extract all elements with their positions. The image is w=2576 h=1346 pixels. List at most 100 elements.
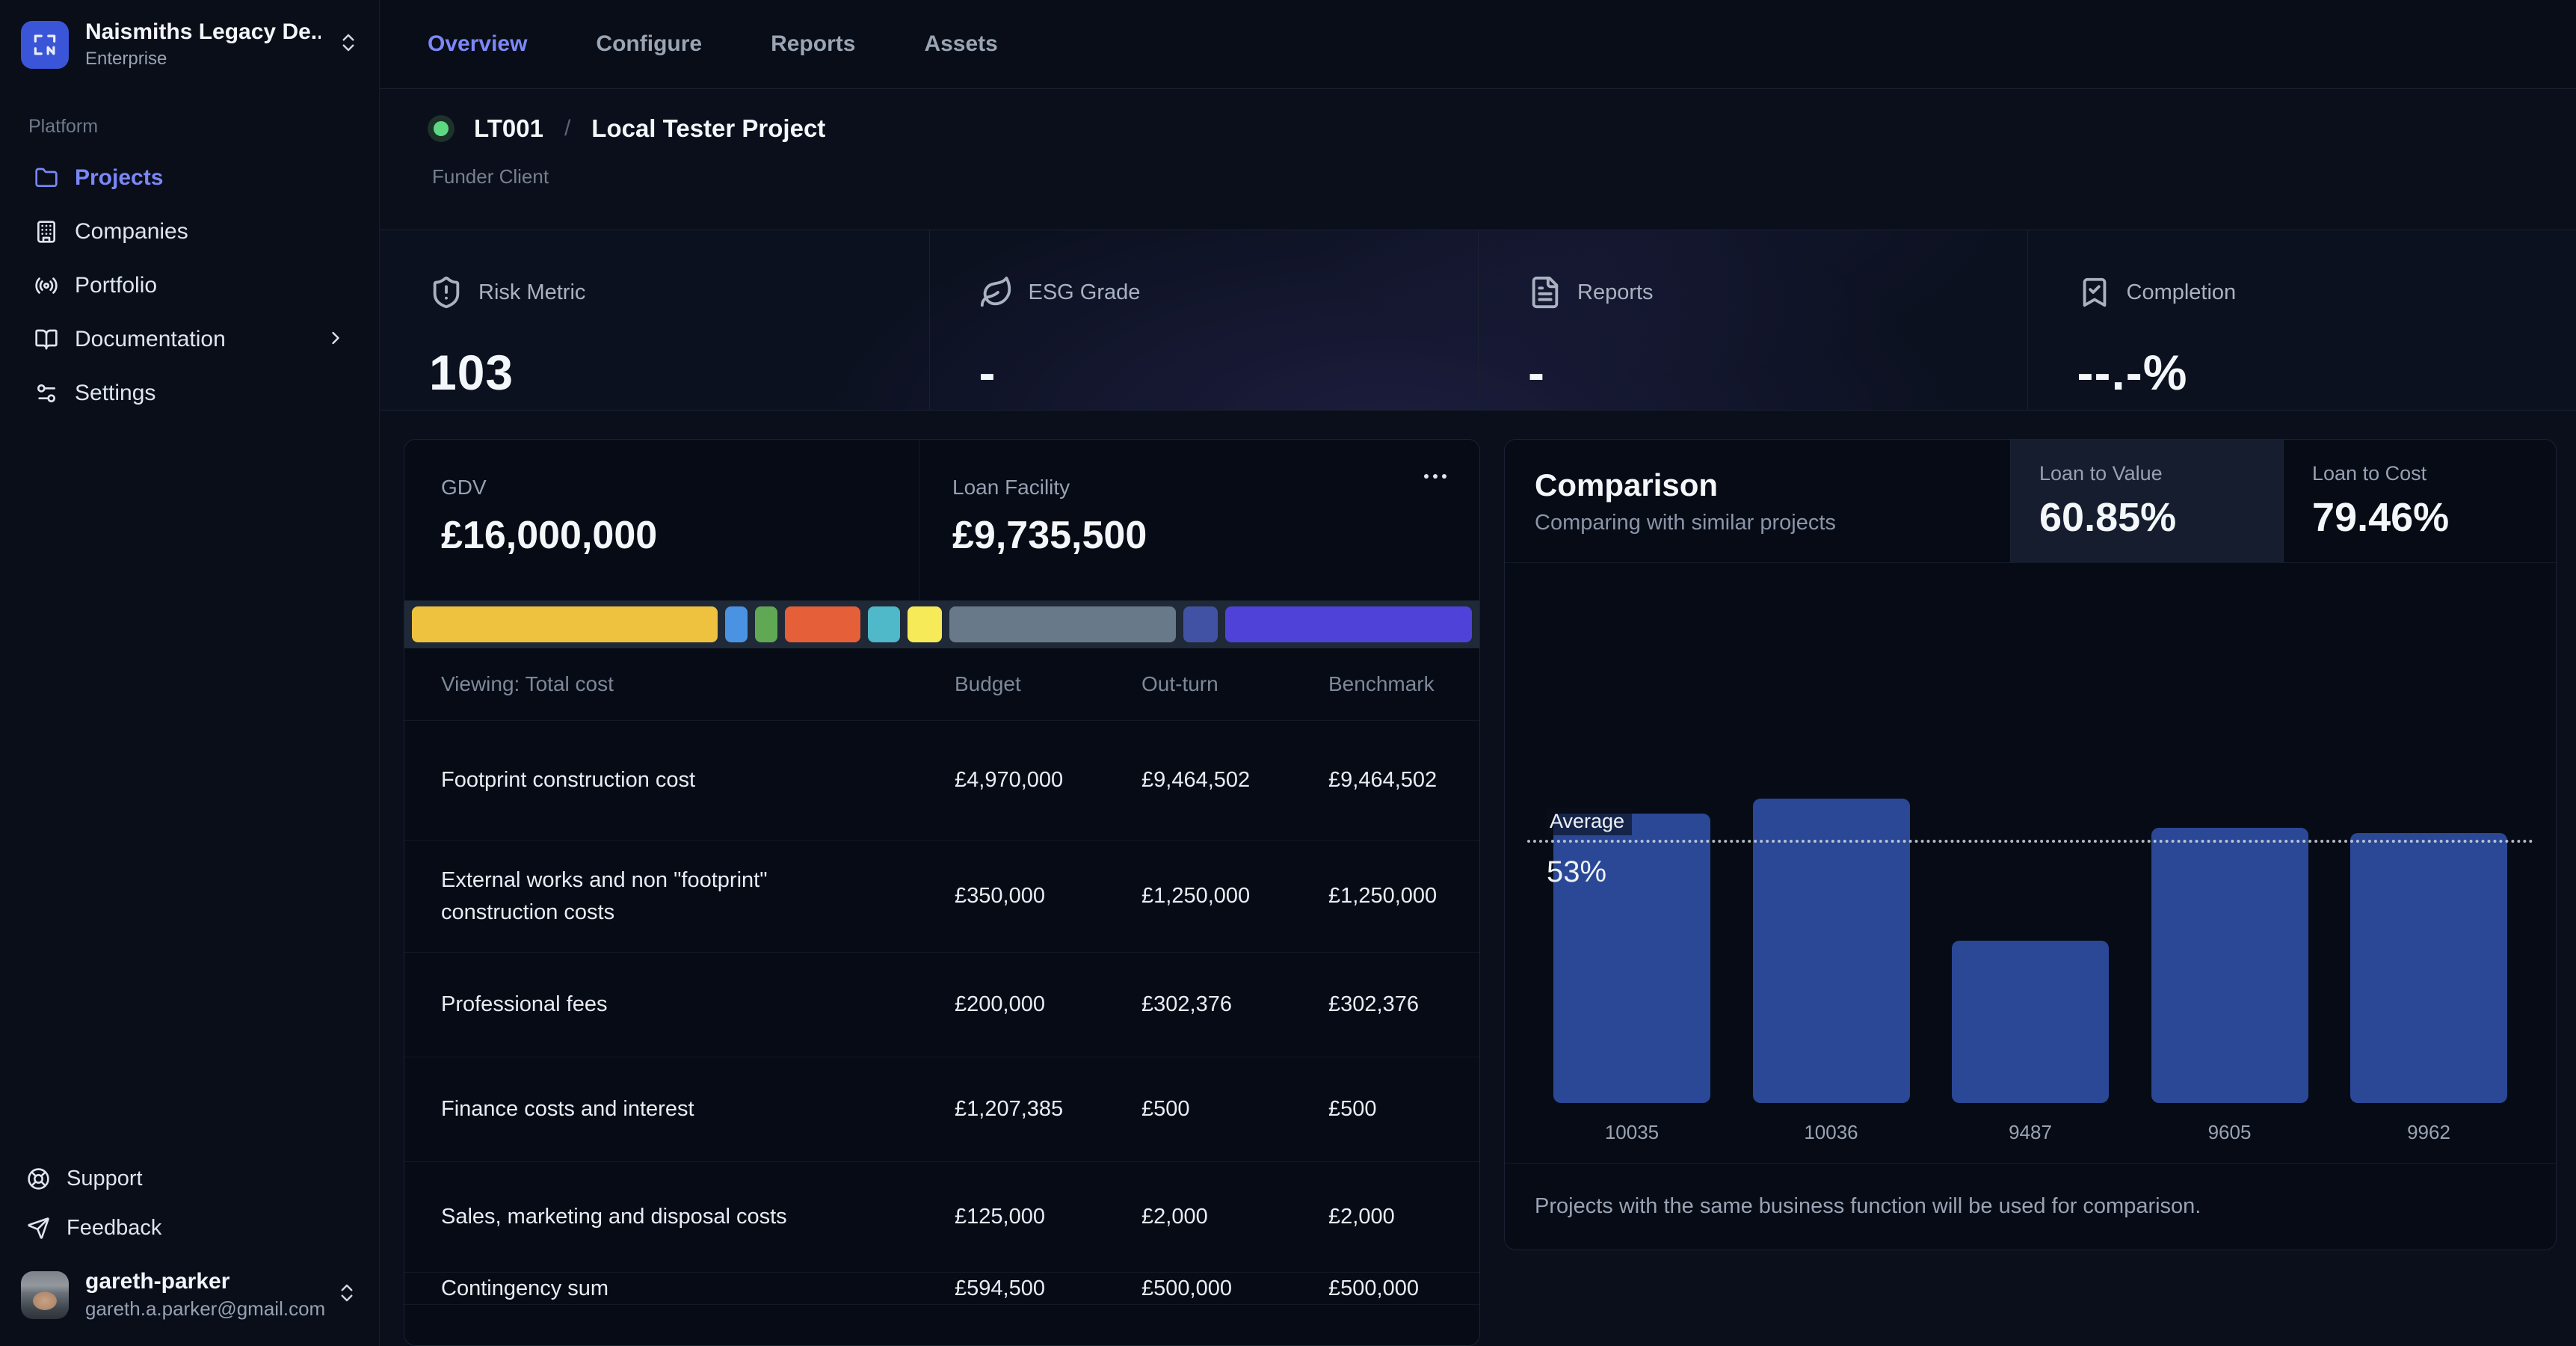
metric-card-completion: Completion --.-%	[2027, 230, 2576, 410]
feedback-button[interactable]: Feedback	[0, 1203, 379, 1253]
table-row[interactable]: Sales, marketing and disposal costs £125…	[404, 1162, 1479, 1273]
sidebar: Naismiths Legacy De... Enterprise Platfo…	[0, 0, 380, 1346]
building-icon	[34, 220, 58, 244]
bar-group: 10035	[1553, 563, 1710, 1163]
cost-segment-3[interactable]	[785, 606, 860, 642]
metrics-row: Risk Metric 103 ESG Grade - Reports -	[380, 230, 2576, 411]
metric-card-risk: Risk Metric 103	[380, 230, 929, 410]
sidebar-item-documentation[interactable]: Documentation	[7, 313, 372, 366]
cost-table-header: Viewing: Total cost Budget Out-turn Benc…	[404, 648, 1479, 721]
sidebar-item-label: Companies	[75, 219, 188, 244]
status-dot	[434, 121, 449, 136]
life-buoy-icon	[27, 1167, 50, 1190]
metric-label: Risk Metric	[478, 280, 586, 304]
sidebar-item-label: Portfolio	[75, 273, 158, 298]
metric-card-esg: ESG Grade -	[928, 230, 1479, 410]
cost-segment-0[interactable]	[412, 606, 718, 642]
breadcrumb-separator: /	[564, 116, 571, 141]
user-email: gareth.a.parker@gmail.com	[85, 1297, 326, 1320]
bar-9962[interactable]	[2350, 833, 2507, 1103]
average-value: 53%	[1547, 855, 1607, 888]
top-navigation: Overview Configure Reports Assets	[380, 0, 2576, 89]
bar-x-label: 10035	[1604, 1121, 1660, 1143]
sidebar-item-companies[interactable]: Companies	[7, 205, 372, 259]
sidebar-footer: Support Feedback gareth-parker gareth.a.…	[0, 1154, 379, 1346]
cost-segment-2[interactable]	[754, 606, 778, 642]
metric-card-reports: Reports -	[1478, 230, 2027, 410]
bar-x-label: 9605	[2207, 1121, 2252, 1143]
main-area: Overview Configure Reports Assets LT001 …	[380, 0, 2576, 1346]
stat-loan-to-cost[interactable]: Loan to Cost 79.46%	[2283, 440, 2556, 562]
cost-segment-1[interactable]	[725, 606, 748, 642]
bar-10036[interactable]	[1752, 799, 1910, 1103]
user-name: gareth-parker	[85, 1269, 230, 1294]
metric-label: Completion	[2126, 280, 2237, 304]
table-row[interactable]: External works and non "footprint" const…	[404, 841, 1479, 953]
bar-9487[interactable]	[1952, 941, 2109, 1103]
user-menu[interactable]: gareth-parker gareth.a.parker@gmail.com	[0, 1253, 379, 1340]
support-button[interactable]: Support	[0, 1154, 379, 1203]
bar-9605[interactable]	[2151, 828, 2308, 1103]
gdv-value: £16,000,000	[441, 514, 658, 557]
sidebar-item-settings[interactable]: Settings	[7, 366, 372, 420]
table-row[interactable]: Footprint construction cost £4,970,000 £…	[404, 721, 1479, 841]
table-row[interactable]: Finance costs and interest £1,207,385 £5…	[404, 1057, 1479, 1162]
cost-breakdown-bar[interactable]	[404, 600, 1479, 648]
finance-card: GDV £16,000,000 Loan Facility £9,735,500…	[404, 439, 1480, 1346]
loan-facility-value: £9,735,500	[952, 514, 1147, 557]
metric-value: -	[979, 345, 996, 400]
bar-x-label: 9487	[2009, 1121, 2052, 1143]
shield-alert-icon	[433, 276, 460, 309]
sidebar-section-label: Platform	[28, 116, 99, 137]
support-label: Support	[67, 1166, 143, 1190]
tab-assets[interactable]: Assets	[924, 31, 998, 56]
bar-group: 9487	[1952, 563, 2109, 1163]
user-avatar	[21, 1270, 69, 1319]
cost-segment-5[interactable]	[907, 606, 943, 642]
status-indicator	[428, 115, 455, 142]
comparison-bar-chart: 10035 10036 9487 9605 9962 Average 53%	[1505, 563, 2556, 1163]
org-switcher[interactable]: Naismiths Legacy De... Enterprise	[0, 0, 379, 86]
gdv-block: GDV £16,000,000	[404, 440, 919, 600]
bar-10035[interactable]	[1553, 814, 1710, 1103]
tab-configure[interactable]: Configure	[596, 31, 703, 56]
breadcrumb-project-code[interactable]: LT001	[474, 114, 543, 142]
table-row[interactable]: Professional fees £200,000 £302,376 £302…	[404, 953, 1479, 1057]
ellipsis-menu-icon[interactable]	[1420, 470, 1451, 483]
column-budget: Budget	[955, 672, 1021, 695]
gdv-label: GDV	[441, 476, 487, 499]
average-label: Average	[1547, 808, 1633, 835]
bookmark-check-icon	[2083, 277, 2106, 307]
folder-icon	[34, 166, 58, 190]
metric-value: -	[1528, 345, 1545, 400]
cost-segment-8[interactable]	[1225, 606, 1472, 642]
sidebar-item-label: Settings	[75, 381, 156, 405]
chevron-right-icon	[325, 328, 349, 351]
leaf-icon	[980, 276, 1011, 307]
cost-table: Viewing: Total cost Budget Out-turn Benc…	[404, 648, 1479, 1306]
chevrons-up-down-icon	[337, 31, 360, 58]
sidebar-item-portfolio[interactable]: Portfolio	[7, 259, 372, 313]
tab-reports[interactable]: Reports	[771, 31, 856, 56]
comparison-note: Projects with the same business function…	[1505, 1163, 2556, 1250]
stat-loan-to-value[interactable]: Loan to Value 60.85%	[2010, 440, 2283, 562]
metric-value: --.-%	[2077, 345, 2188, 400]
comparison-title: Comparison	[1535, 467, 1719, 503]
viewing-label: Viewing: Total cost	[441, 672, 614, 695]
bar-group: 9605	[2151, 563, 2308, 1163]
table-row[interactable]: Contingency sum £594,500 £500,000 £500,0…	[404, 1273, 1479, 1306]
sidebar-nav: Projects Companies Portfolio Documentati…	[0, 151, 379, 420]
sliders-icon	[34, 381, 58, 405]
sidebar-item-projects[interactable]: Projects	[7, 151, 372, 205]
cost-segment-6[interactable]	[949, 606, 1176, 642]
bar-x-label: 9962	[2407, 1121, 2450, 1143]
project-subtitle: Funder Client	[432, 165, 549, 188]
cost-segment-4[interactable]	[867, 606, 900, 642]
tab-overview[interactable]: Overview	[428, 31, 528, 56]
cost-segment-7[interactable]	[1183, 606, 1218, 642]
chevrons-up-down-icon	[336, 1282, 358, 1308]
sidebar-item-label: Documentation	[75, 327, 226, 351]
bar-x-label: 10036	[1804, 1121, 1858, 1143]
bar-group: 10036	[1752, 563, 1910, 1163]
